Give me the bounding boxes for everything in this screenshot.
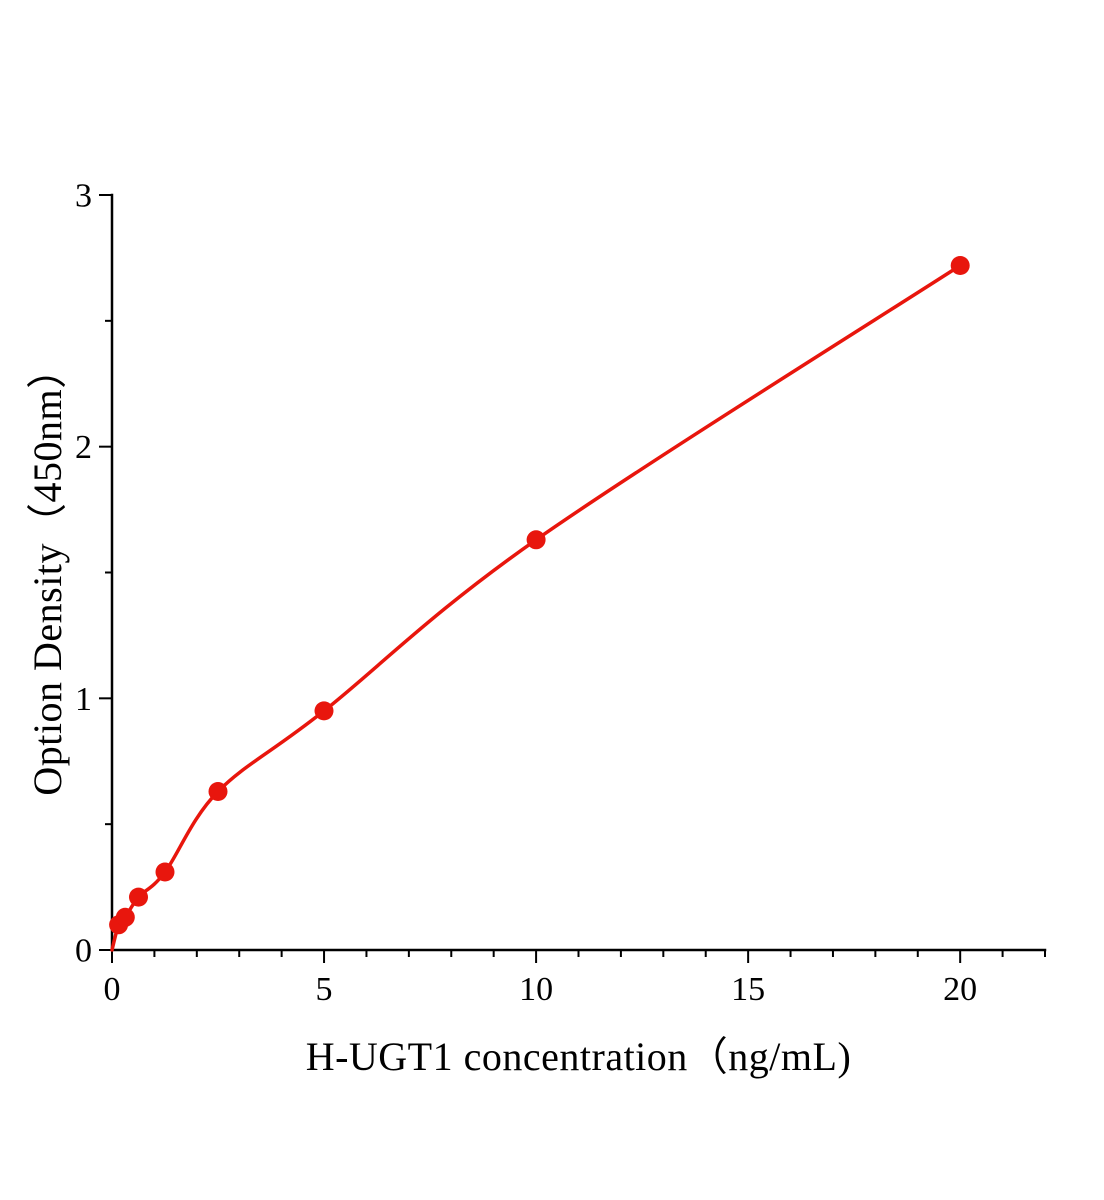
y-axis-title: Option Density（450nm） (25, 348, 70, 796)
standard-curve-line (110, 263, 962, 952)
data-points (109, 256, 970, 935)
y-tick-label: 3 (75, 178, 92, 215)
x-tick-label: 10 (519, 971, 553, 1008)
axes (110, 193, 1047, 952)
y-tick-label: 2 (75, 429, 92, 466)
data-point-marker (314, 701, 334, 721)
data-point-marker (115, 907, 135, 927)
data-point-marker (129, 887, 148, 907)
data-point-marker (950, 256, 970, 275)
axis-ticks (99, 194, 1046, 963)
data-point-marker (155, 862, 175, 882)
data-point-marker (208, 782, 228, 801)
x-axis-title: H-UGT1 concentration（ng/mL) (305, 1034, 852, 1079)
x-tick-label: 0 (104, 971, 121, 1008)
x-tick-label: 5 (316, 971, 333, 1008)
y-tick-label: 0 (75, 933, 92, 970)
x-tick-labels: 0 5 10 15 20 (104, 971, 978, 1008)
y-tick-label: 1 (75, 681, 92, 718)
y-tick-labels: 0 1 2 3 (75, 178, 92, 970)
x-tick-label: 15 (731, 971, 765, 1008)
data-point-marker (526, 530, 546, 550)
x-tick-label: 20 (943, 971, 977, 1008)
